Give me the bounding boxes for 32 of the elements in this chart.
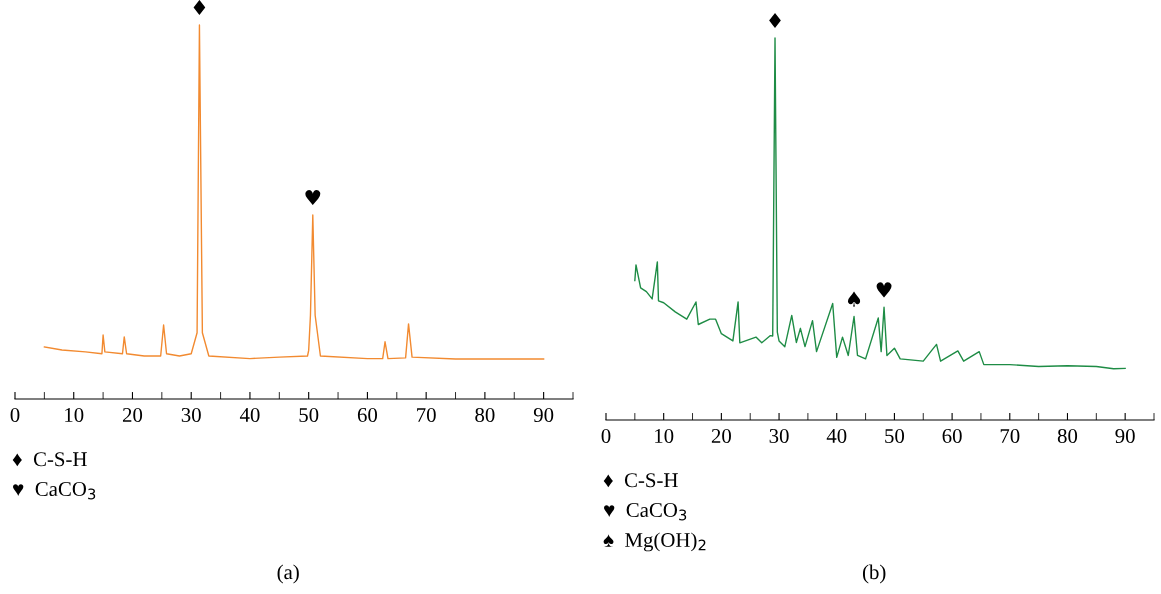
annotation: ♦	[193, 0, 206, 16]
text: ♥ CaCO$_{3}$	[604, 503, 687, 521]
text: ♥ CaCO$_{3}$	[13, 482, 96, 500]
x-tick-label: 50	[299, 407, 319, 422]
annotation: ♦	[769, 12, 781, 29]
x-tick-label: 30	[181, 407, 201, 422]
x-tick-label: 10	[655, 428, 674, 443]
x-tick-label: 0	[10, 407, 20, 422]
x-tick-label: 80	[475, 407, 495, 422]
x-tick-label: 40	[239, 407, 260, 422]
x-tick-label: 60	[357, 407, 378, 422]
x-tick-label: 90	[1115, 428, 1135, 443]
x-tick-label: 50	[885, 428, 905, 443]
x-tick-label: 80	[1057, 428, 1078, 443]
x-tick-label: 60	[942, 428, 962, 443]
x-tick-label: 70	[417, 407, 436, 422]
text: ♠ Mg(OH)$_{2}$	[603, 532, 706, 552]
x-tick-label: 0	[601, 428, 611, 443]
x-tick-label: 20	[122, 407, 143, 422]
annotation: ♥	[305, 189, 321, 206]
x-tick-label: 40	[826, 428, 847, 443]
annotation: ♠	[847, 291, 861, 307]
text: ♦ C-S-H	[603, 473, 678, 488]
text: (b)	[862, 564, 886, 584]
text: ♦ C-S-H	[12, 452, 87, 467]
x-tick-label: 30	[769, 428, 789, 443]
x-tick-label: 20	[711, 428, 731, 443]
text: (a)	[277, 564, 299, 584]
x-tick-label: 10	[65, 407, 84, 422]
annotation: ♥	[876, 282, 892, 298]
x-tick-label: 70	[1000, 428, 1020, 443]
x-tick-label: 90	[533, 407, 554, 422]
